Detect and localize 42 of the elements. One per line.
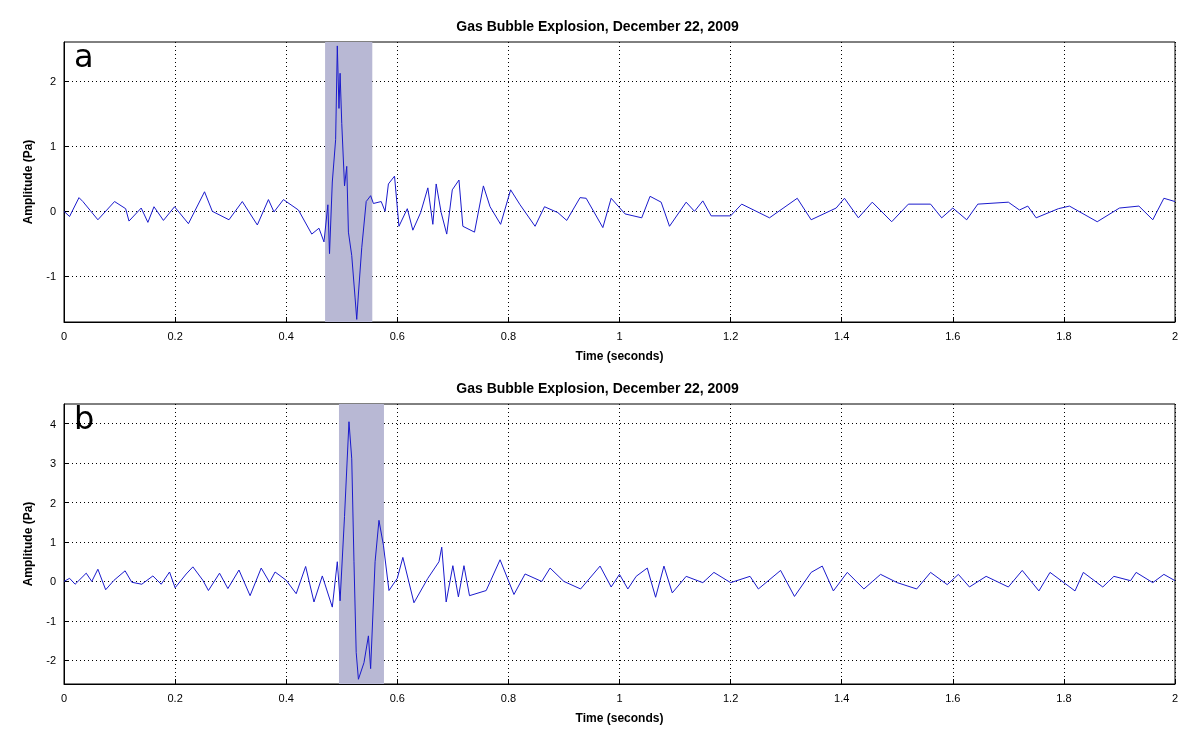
y-tick-label: 1	[49, 140, 56, 153]
x-tick-label: 1.2	[722, 691, 739, 704]
y-tick-label: -1	[46, 270, 56, 283]
x-tick-label: 0.2	[167, 329, 183, 342]
x-tick-label: 0.2	[167, 691, 183, 704]
annotation: a	[74, 37, 94, 75]
x-tick-label: 1.2	[722, 329, 739, 342]
x-axis-title: Time (seconds)	[575, 349, 664, 363]
y-tick-label: -2	[46, 654, 56, 667]
x-tick-label: 0.6	[389, 329, 405, 342]
y-tick-label: 0	[49, 575, 56, 588]
x-tick-label: 2	[1171, 329, 1179, 342]
chart-title: Gas Bubble Explosion, December 22, 2009	[456, 380, 739, 396]
x-tick-label: 2	[1171, 691, 1179, 704]
x-tick-label: 1	[616, 329, 623, 342]
x-tick-label: 0.4	[278, 691, 294, 704]
y-axis-title: Amplitude (Pa)	[21, 139, 35, 225]
y-tick-label: 3	[49, 457, 56, 470]
annotation: b	[74, 399, 95, 437]
x-tick-label: 1.8	[1056, 329, 1072, 342]
x-tick-label: 1.6	[945, 329, 961, 342]
y-tick-label: -1	[46, 614, 56, 627]
y-tick-label: 2	[49, 75, 56, 88]
y-tick-label: 1	[49, 536, 56, 549]
x-tick-label: 1.4	[834, 329, 850, 342]
x-tick-label: 0.8	[500, 329, 517, 342]
x-tick-label: 0.8	[500, 691, 517, 704]
y-axis-title: Amplitude (Pa)	[21, 501, 35, 587]
chart-title: Gas Bubble Explosion, December 22, 2009	[456, 18, 739, 34]
y-tick-label: 0	[49, 205, 56, 218]
x-tick-label: 1.6	[945, 691, 961, 704]
x-tick-label: 0.4	[278, 329, 294, 342]
line-series	[63, 45, 1176, 320]
y-tick-label: 4	[49, 417, 56, 430]
x-axis-title: Time (seconds)	[575, 711, 664, 725]
x-tick-label: 0	[60, 691, 68, 704]
x-tick-label: 1.4	[834, 691, 850, 704]
y-tick-label: 2	[49, 496, 56, 509]
x-tick-label: 1	[616, 691, 623, 704]
x-tick-label: 1.8	[1056, 691, 1072, 704]
x-tick-label: 0.6	[389, 691, 405, 704]
x-tick-label: 0	[60, 329, 68, 342]
